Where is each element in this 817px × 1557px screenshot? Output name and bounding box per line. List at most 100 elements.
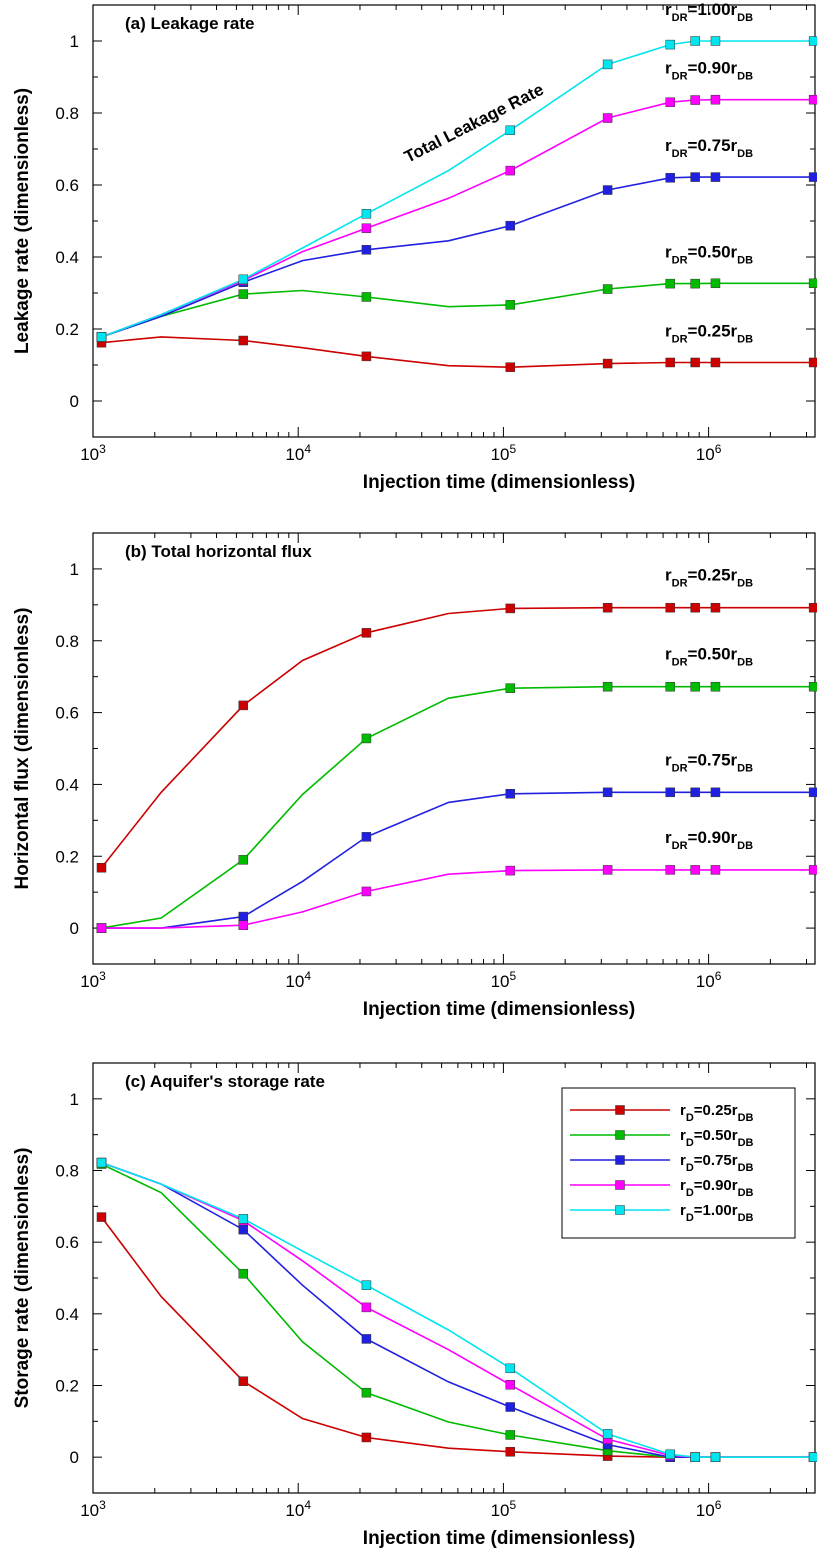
legend-entry-4-subscript: D — [686, 1187, 694, 1199]
series-point-1 — [710, 357, 721, 368]
curve-label-4-subscript: DR — [672, 71, 688, 83]
series-point-4 — [505, 865, 516, 876]
legend-swatch-marker — [615, 1155, 625, 1165]
series-point-4 — [602, 865, 613, 875]
series-point-4 — [690, 865, 700, 875]
series-point-1 — [238, 335, 249, 346]
curve-label-2-subscript: DR — [672, 254, 688, 266]
y-tick-label: 0.6 — [55, 176, 79, 195]
series-point-3 — [505, 1402, 516, 1412]
series-point-4 — [602, 113, 613, 123]
legend-swatch-marker — [615, 1105, 625, 1115]
series-point-3 — [361, 832, 372, 842]
series-point-2 — [690, 278, 700, 289]
series-point-1 — [665, 357, 675, 368]
x-tick-label: 104 — [285, 969, 311, 991]
x-tick-exponent: 3 — [99, 442, 106, 456]
series-point-5 — [665, 39, 675, 50]
series-point-5 — [361, 209, 372, 219]
x-tick-exponent: 5 — [510, 442, 517, 456]
series-point-1 — [361, 351, 372, 362]
curve-label-2-part: =0.50r — [688, 645, 738, 664]
y-tick-label: 1 — [70, 1090, 79, 1109]
x-tick-base: 10 — [285, 1501, 304, 1520]
curve-label-3-part: r — [665, 750, 672, 769]
y-tick-label: 1 — [70, 560, 79, 579]
legend-entry-1-subscript: DB — [738, 1112, 754, 1124]
x-tick-exponent: 4 — [304, 442, 311, 456]
curve-label-4-part: =0.90r — [688, 59, 738, 78]
curve-label-4-subscript: DB — [737, 840, 753, 852]
series-point-1 — [690, 357, 700, 368]
series-point-4 — [665, 97, 675, 107]
x-tick-exponent: 4 — [304, 1498, 311, 1512]
series-point-2 — [238, 1268, 249, 1279]
x-tick-base: 10 — [491, 445, 510, 464]
curve-label-3-subscript: DR — [672, 762, 688, 774]
x-tick-base: 10 — [696, 972, 715, 991]
x-tick-exponent: 6 — [715, 442, 722, 456]
series-point-2 — [505, 683, 516, 693]
x-tick-label: 104 — [285, 1498, 311, 1520]
curve-label-1-subscript: DR — [672, 333, 688, 345]
series-point-4 — [710, 865, 721, 875]
series-point-2 — [808, 681, 817, 692]
series-point-1 — [96, 1212, 107, 1222]
y-tick-label: 0.8 — [55, 104, 79, 123]
curve-label-5-subscript: DR — [672, 12, 688, 24]
legend-box — [561, 1087, 796, 1239]
panel-title: (a) Leakage rate — [125, 14, 254, 33]
x-tick-exponent: 3 — [99, 969, 106, 983]
series-point-4 — [238, 920, 249, 930]
y-tick-label: 0.8 — [55, 632, 79, 651]
x-tick-base: 10 — [491, 972, 510, 991]
y-tick-label: 0.4 — [55, 1305, 79, 1324]
x-tick-exponent: 5 — [510, 969, 517, 983]
curve-label-5: rDR=1.00rDB — [665, 0, 753, 24]
series-point-3 — [710, 787, 721, 798]
curve-label-4-subscript: DB — [737, 71, 753, 83]
curve-label-1-subscript: DB — [737, 333, 753, 345]
series-point-4 — [505, 1380, 516, 1390]
x-tick-base: 10 — [285, 972, 304, 991]
legend-entry-4-part: r — [680, 1177, 686, 1194]
curve-label-4-part: r — [665, 828, 672, 847]
curve-label-2: rDR=0.50rDB — [665, 645, 753, 669]
curve-label-2: rDR=0.50rDB — [665, 242, 753, 266]
x-tick-exponent: 4 — [304, 969, 311, 983]
x-tick-label: 106 — [696, 969, 722, 991]
curve-label-3-part: r — [665, 136, 672, 155]
series-point-2 — [505, 1430, 516, 1440]
series-point-5 — [96, 332, 107, 342]
legend-entry-3-part: r — [680, 1152, 686, 1169]
panel-title: (c) Aquifer's storage rate — [125, 1072, 325, 1091]
x-tick-label: 105 — [491, 969, 517, 991]
y-tick-label: 0.2 — [55, 1377, 79, 1396]
series-point-4 — [361, 886, 372, 897]
legend-swatch-marker — [615, 1180, 625, 1190]
x-axis-label: Injection time (dimensionless) — [363, 999, 635, 1020]
curve-label-1: rDR=0.25rDB — [665, 566, 753, 590]
series-point-4 — [690, 95, 700, 105]
series-point-4 — [808, 865, 817, 875]
x-tick-label: 105 — [491, 1498, 517, 1520]
legend-entry-4-subscript: DB — [738, 1187, 754, 1199]
series-point-3 — [690, 787, 700, 798]
series-point-3 — [710, 172, 721, 182]
series-point-2 — [665, 681, 675, 692]
legend-entry-3-part: =0.75r — [694, 1152, 738, 1169]
series-point-2 — [710, 681, 721, 692]
series-point-1 — [602, 358, 613, 369]
series-point-5 — [690, 1452, 700, 1462]
series-point-1 — [808, 602, 817, 613]
series-point-1 — [505, 603, 516, 614]
y-tick-label: 0.6 — [55, 1233, 79, 1252]
series-point-5 — [238, 1214, 249, 1224]
series-point-4 — [361, 1302, 372, 1313]
series-point-2 — [361, 292, 372, 302]
legend-entry-5-part: =1.00r — [694, 1202, 738, 1219]
curve-label-3: rDR=0.75rDB — [665, 750, 753, 774]
x-tick-label: 103 — [80, 969, 106, 991]
x-tick-base: 10 — [696, 445, 715, 464]
legend-swatch-marker — [615, 1130, 625, 1140]
